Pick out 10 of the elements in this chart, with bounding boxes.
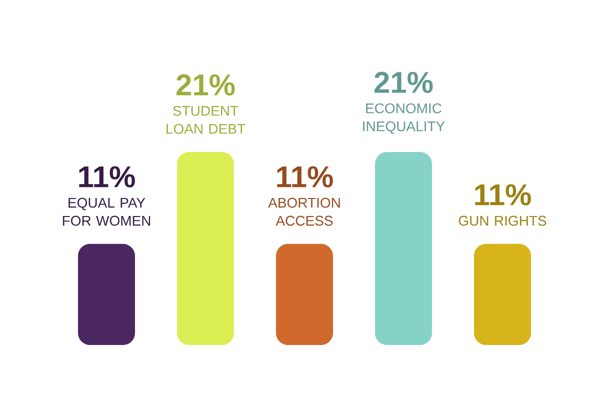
x-tick-label: STUDENT LOAN DEBT xyxy=(166,106,246,134)
data-label: 11% xyxy=(277,166,333,188)
x-tick-label: ABORTION ACCESS xyxy=(268,198,340,226)
data-label: 11% xyxy=(79,166,135,188)
x-tick-label: EQUAL PAY FOR WOMEN xyxy=(62,198,150,226)
x-tick-label: ECONOMIC INEQUALITY xyxy=(363,103,445,134)
data-label: 21% xyxy=(176,74,235,96)
data-label: 11% xyxy=(475,184,531,206)
x-tick-label: GUN RIGHTS xyxy=(458,216,546,226)
data-label: 21% xyxy=(374,72,433,93)
